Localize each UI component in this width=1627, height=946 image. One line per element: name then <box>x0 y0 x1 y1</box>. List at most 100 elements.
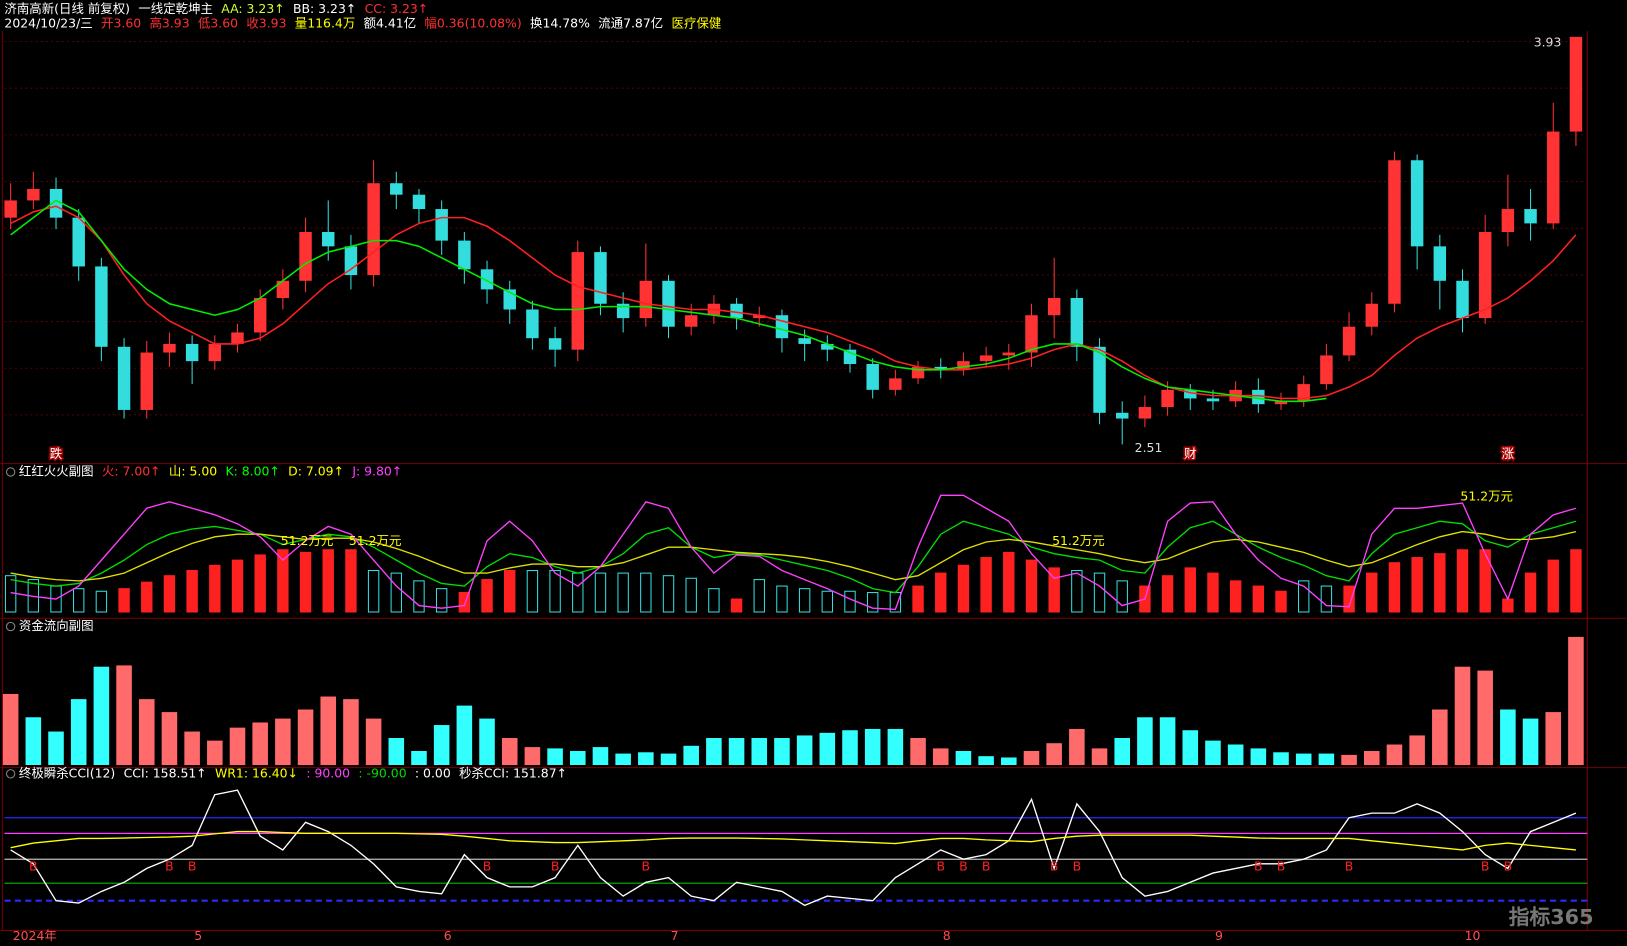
bar <box>1159 717 1176 765</box>
signal: B <box>936 859 945 874</box>
bar <box>776 585 788 613</box>
candle-body <box>1433 246 1447 281</box>
candle-body <box>1456 280 1469 319</box>
candle-body <box>1297 384 1310 402</box>
bar <box>1023 750 1040 765</box>
candle-body <box>95 266 108 347</box>
candle-body <box>1365 303 1378 327</box>
bar <box>1273 752 1289 765</box>
candle-body <box>435 209 448 241</box>
candle-body <box>163 343 176 353</box>
bar <box>980 557 992 613</box>
bar <box>594 572 607 613</box>
candle-body <box>299 232 312 281</box>
bar <box>1502 598 1514 613</box>
watermark: 指标365 <box>1509 905 1594 929</box>
bar <box>683 745 699 765</box>
bar <box>1386 744 1403 765</box>
event-label: 涨 <box>1502 446 1515 461</box>
candle-body <box>412 194 426 210</box>
bar <box>660 753 677 765</box>
bar <box>411 750 427 765</box>
legend-item: 开3.60 <box>101 15 141 30</box>
bar <box>1252 585 1265 613</box>
bar <box>163 575 176 613</box>
bar <box>343 699 359 765</box>
bar <box>320 696 337 765</box>
bar <box>1048 567 1060 613</box>
legend-item: : 90.00 <box>306 765 350 780</box>
signal: B <box>1254 859 1263 874</box>
bar <box>1025 559 1038 613</box>
legend-item: : -90.00 <box>358 765 406 780</box>
legend-item: D: 7.09↑ <box>288 463 344 478</box>
annotation: 51.2万元 <box>349 533 402 548</box>
bar <box>275 718 291 765</box>
signal: B <box>1277 859 1286 874</box>
bar <box>549 569 561 613</box>
bar <box>1046 743 1062 765</box>
signal: B <box>1073 859 1082 874</box>
candle-body <box>821 343 834 350</box>
candle-body <box>1025 315 1038 353</box>
panel-title: 终极瞬杀CCI(12) <box>19 765 115 780</box>
candle-body <box>27 188 40 201</box>
candle-body <box>594 252 607 304</box>
bar <box>706 738 722 765</box>
bar <box>1524 572 1537 613</box>
legend-item: K: 8.00↑ <box>225 463 279 478</box>
annotation: 51.2万元 <box>281 533 334 548</box>
candle-body <box>185 343 199 362</box>
bar <box>252 722 268 765</box>
candle-body <box>684 315 698 327</box>
candle-body <box>4 200 17 218</box>
bar <box>1318 753 1335 765</box>
candle-body <box>526 309 539 339</box>
bar <box>1114 738 1131 765</box>
bar <box>526 569 539 613</box>
bar <box>662 575 675 613</box>
legend-item: : 0.00 <box>415 765 451 780</box>
candle-body <box>1161 389 1174 408</box>
bar <box>728 738 745 765</box>
bar <box>435 588 448 613</box>
bar <box>1568 636 1584 765</box>
bar <box>774 738 790 765</box>
event-label: 财 <box>1184 446 1196 461</box>
panel-bullets <box>5 467 16 779</box>
bar <box>932 748 949 765</box>
bar <box>297 709 314 765</box>
bar <box>390 572 403 613</box>
bar <box>910 738 926 765</box>
bar <box>617 572 629 613</box>
bar <box>1207 572 1219 613</box>
bar <box>209 564 221 613</box>
bar <box>615 753 631 765</box>
signal: B <box>1481 859 1490 874</box>
bar <box>413 580 425 613</box>
event-label: 跌 <box>50 446 63 461</box>
bar <box>1409 735 1425 765</box>
candle-body <box>72 217 85 267</box>
legend-item: 一线定乾坤主 <box>138 1 213 16</box>
legend-item: 医疗保健 <box>672 15 722 30</box>
bar <box>935 572 947 613</box>
bar <box>388 738 405 765</box>
bar <box>70 699 87 765</box>
bar <box>1184 567 1196 613</box>
bar <box>640 572 652 613</box>
legend-item: J: 9.80↑ <box>351 463 402 478</box>
candle-body <box>344 246 358 276</box>
bar <box>1093 572 1106 613</box>
candle-body <box>957 361 970 370</box>
bar <box>547 748 563 765</box>
bar <box>1434 553 1446 613</box>
bar <box>1071 569 1083 613</box>
bar <box>207 740 223 765</box>
bar <box>1205 740 1221 765</box>
candle-body <box>1274 401 1288 405</box>
bar <box>501 738 518 765</box>
bar <box>1001 757 1017 765</box>
